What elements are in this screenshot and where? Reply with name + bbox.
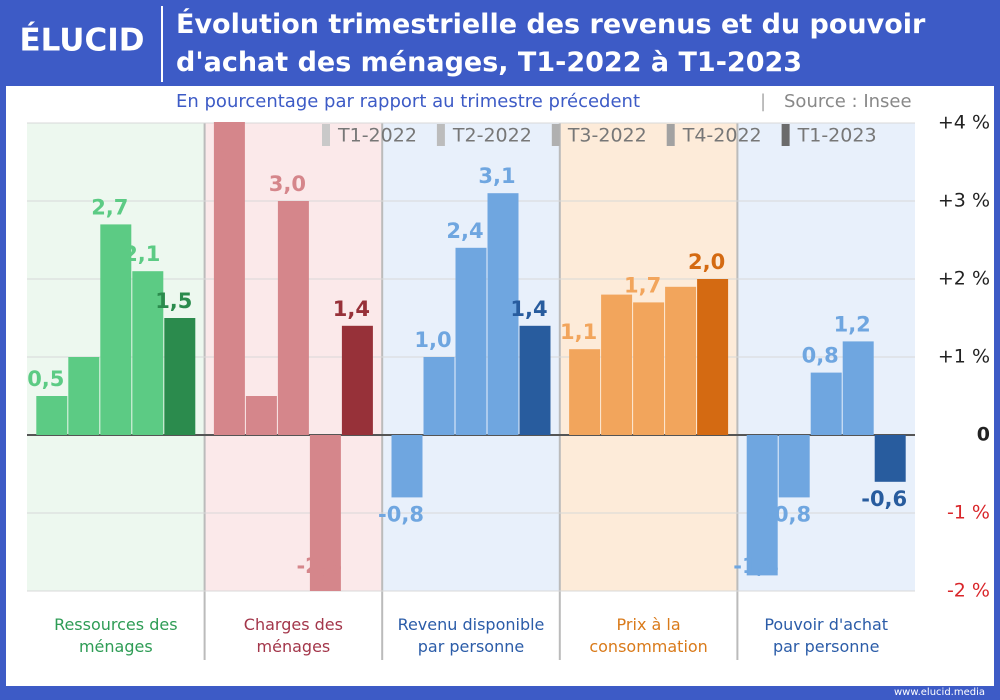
bar [487,193,519,435]
bar [423,357,455,435]
legend-swatch [551,124,560,146]
bar [455,247,487,435]
value-label: 3,1 [478,164,515,188]
value-label: 1,2 [834,312,871,336]
value-label: 1,1 [560,320,597,344]
value-label: -2,5 [296,554,342,578]
value-label: 5 [216,140,231,164]
legend-swatch [322,124,330,146]
footer: www.elucid.media [894,687,985,698]
legend-label: T2-2022 [452,125,532,147]
bar [245,396,277,435]
value-label: 1,5 [155,289,192,313]
bar [569,349,601,435]
bar [665,286,697,435]
bar [309,435,341,591]
legend-label: T1-2022 [337,125,417,147]
value-label: 2,0 [688,250,725,274]
bar [810,372,842,435]
value-label: 1,4 [510,297,547,321]
legend-label: T1-2023 [797,125,877,147]
legend-swatch [781,124,790,146]
bar [132,271,164,435]
bar [391,435,423,498]
category-label: Pouvoir d'achat par personne [764,615,889,656]
value-label: -0,6 [861,487,907,511]
y-tick-label: +4 % [938,112,990,134]
y-tick-label: +1 % [938,346,990,368]
bar [213,122,245,435]
chart-title: Évolution trimestrielle des revenus et d… [176,9,926,78]
value-label: 3,0 [269,172,306,196]
category-label: Prix à la consommation [589,615,708,656]
legend-swatch [436,124,445,146]
value-label: 1,0 [414,328,451,352]
bar [746,435,778,576]
bar [519,325,551,435]
value-label: -0,8 [378,502,424,526]
bar [341,325,373,435]
bar [164,318,196,435]
bar [68,357,100,435]
y-tick-label: 0 [977,424,990,446]
category-label: Revenu disponible par personne [397,615,545,656]
subtitle: En pourcentage par rapport au trimestre … [176,91,640,112]
category-label: Ressources des ménages [54,615,178,656]
bar [100,224,132,435]
value-label: 0,8 [802,344,839,368]
bar [874,435,906,482]
bar [697,279,729,435]
separator: | [760,91,766,112]
legend-label: T4-2022 [682,125,762,147]
source: Source : Insee [784,91,912,112]
legend-swatch [666,124,675,146]
value-label: -1,8 [733,554,779,578]
y-tick-label: -2 % [947,580,990,602]
value-label: 1,7 [624,273,661,297]
value-label: 1,4 [333,297,370,321]
value-label: -0,8 [765,502,811,526]
legend-label: T3-2022 [567,125,647,147]
bar [277,201,309,435]
y-tick-label: -1 % [947,502,990,524]
value-label: 0,5 [27,367,64,391]
category-label: Charges des ménages [243,615,343,656]
logo: ÉLUCID [19,23,144,59]
y-tick-label: +2 % [938,268,990,290]
y-tick-label: +3 % [938,190,990,212]
bar [36,396,68,435]
value-label: 2,1 [123,242,160,266]
bar [842,341,874,435]
value-label: 2,4 [446,219,483,243]
bar [633,302,665,435]
bar [601,294,633,435]
value-label: 2,7 [91,195,128,219]
bar [778,435,810,498]
